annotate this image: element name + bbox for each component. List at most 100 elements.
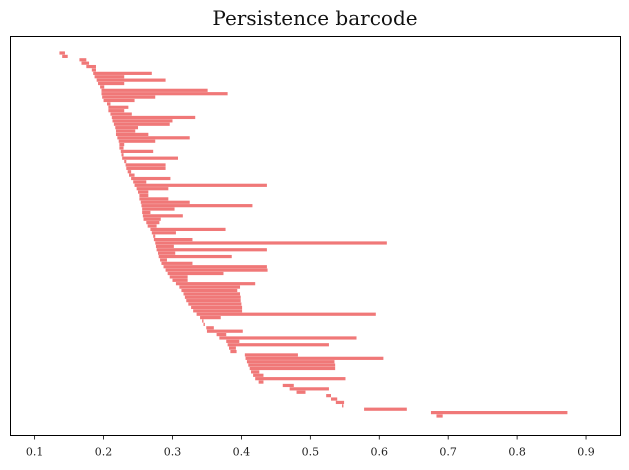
barcode-bar xyxy=(430,411,568,415)
barcode-bar xyxy=(96,78,166,82)
barcode-bar xyxy=(81,61,90,65)
x-tick-label: 0.7 xyxy=(439,446,457,459)
barcode-bar xyxy=(59,51,65,55)
barcode-bar xyxy=(125,163,166,167)
barcode-bar xyxy=(251,370,260,374)
barcode-bar xyxy=(249,366,336,371)
barcode-bar xyxy=(117,136,190,140)
x-tick-label: 0.4 xyxy=(233,446,251,459)
barcode-bar xyxy=(181,288,238,293)
barcode-bar xyxy=(219,336,357,340)
barcode-bar xyxy=(124,159,127,164)
barcode-bar xyxy=(229,346,236,350)
x-axis-ticks: 0.1 0.2 0.3 0.4 0.5 0.6 0.7 0.8 0.9 xyxy=(26,435,595,459)
barcode-bar xyxy=(253,373,264,377)
barcode-bar xyxy=(103,98,135,103)
barcode-bar xyxy=(203,322,205,326)
barcode-bar xyxy=(110,112,132,116)
barcode-bar xyxy=(122,156,178,160)
barcode-bar xyxy=(150,227,226,232)
barcode-bar xyxy=(111,115,196,120)
barcode-bar xyxy=(184,295,241,299)
barcode-bar xyxy=(246,360,335,364)
x-tick-label: 0.2 xyxy=(95,446,113,459)
barcode-bar xyxy=(91,68,96,72)
barcode-bar xyxy=(119,146,124,150)
barcode-bar xyxy=(156,248,267,252)
barcode-bar xyxy=(335,400,345,405)
barcode-bar xyxy=(79,58,87,62)
barcode-bar xyxy=(191,305,243,310)
barcode-bar xyxy=(146,221,160,225)
barcode-bar xyxy=(289,387,329,391)
barcode-bar xyxy=(258,380,264,384)
barcode-bar xyxy=(342,404,344,408)
barcode-bar xyxy=(245,356,384,360)
barcode-bar xyxy=(151,231,176,235)
x-tick-label: 0.6 xyxy=(371,446,389,459)
barcode-bar xyxy=(133,180,147,184)
barcode-bar xyxy=(169,275,188,279)
barcode-bar xyxy=(140,200,190,204)
barcode-bar xyxy=(141,204,253,208)
barcode-bar xyxy=(160,258,167,262)
barcode-bar xyxy=(136,187,169,191)
barcode-bar xyxy=(113,122,170,126)
barcode-bar xyxy=(248,363,336,367)
barcode-bar xyxy=(119,143,125,147)
barcode-bar xyxy=(115,126,139,130)
barcode-bar xyxy=(142,214,183,218)
barcode-bar xyxy=(155,241,387,245)
barcode-bar xyxy=(62,54,68,58)
barcode-bar xyxy=(282,383,294,388)
barcode-bar xyxy=(331,397,338,401)
barcode-bar xyxy=(118,139,156,143)
barcode-bars xyxy=(59,51,568,418)
barcode-bar xyxy=(121,153,124,157)
barcode-bar xyxy=(196,312,376,316)
chart-title: Persistence barcode xyxy=(212,6,417,30)
x-tick-label: 0.8 xyxy=(508,446,526,459)
barcode-bar xyxy=(126,166,166,170)
barcode-bar xyxy=(139,197,169,201)
barcode-bar xyxy=(216,332,227,337)
barcode-bar xyxy=(202,319,204,323)
barcode-bar xyxy=(100,85,105,89)
barcode-bar xyxy=(436,414,443,418)
barcode-bar xyxy=(153,237,193,242)
barcode-bar xyxy=(206,326,214,330)
barcode-bar xyxy=(172,278,188,282)
barcode-bar xyxy=(244,353,298,357)
x-tick-label: 0.3 xyxy=(164,446,182,459)
barcode-bar xyxy=(120,149,154,153)
barcode-bar xyxy=(143,217,161,221)
barcode-bar xyxy=(93,71,152,75)
barcode-bar xyxy=(142,210,151,215)
barcode-bar xyxy=(108,105,129,109)
barcode-bar xyxy=(183,292,241,296)
barcode-bar xyxy=(142,207,175,211)
barcode-bar xyxy=(163,265,267,269)
barcode-bar xyxy=(102,95,156,99)
barcode-bar xyxy=(206,329,243,333)
barcode-bar xyxy=(188,302,242,306)
x-tick-label: 0.1 xyxy=(26,446,44,459)
x-tick-label: 0.5 xyxy=(302,446,320,459)
barcode-bar xyxy=(179,285,241,289)
x-tick-label: 0.9 xyxy=(577,446,595,459)
barcode-bar xyxy=(107,102,111,106)
barcode-bar xyxy=(227,343,329,347)
barcode-bar xyxy=(165,268,268,272)
barcode-bar xyxy=(153,234,156,238)
barcode-bar xyxy=(326,394,331,398)
barcode-bar xyxy=(193,309,243,313)
barcode-bar xyxy=(108,109,125,113)
axes-frame xyxy=(10,36,621,436)
barcode-bar xyxy=(186,299,241,303)
barcode-bar xyxy=(226,339,240,343)
barcode-bar xyxy=(296,390,306,394)
barcode-bar xyxy=(138,190,149,194)
barcode-bar xyxy=(131,176,171,181)
barcode-bar xyxy=(127,170,132,174)
